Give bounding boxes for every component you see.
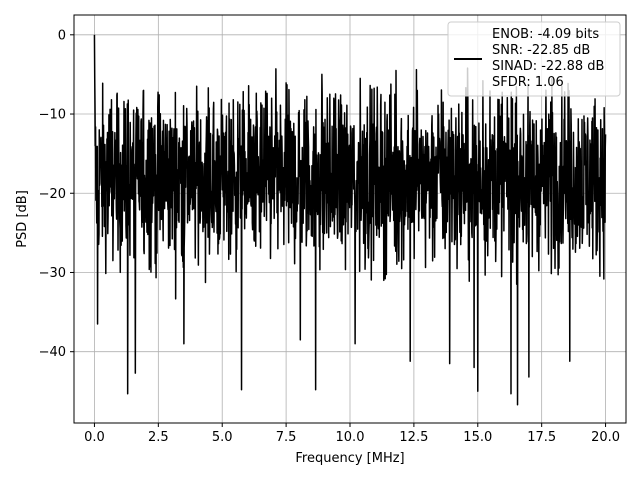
legend-entry-sfdr: SFDR: 1.06	[492, 75, 564, 90]
x-tick-label: 17.5	[527, 430, 556, 445]
y-tick-label: −40	[39, 345, 66, 360]
y-tick-label: −20	[39, 187, 66, 202]
x-tick-label: 10.0	[336, 430, 365, 445]
x-tick-label: 2.5	[148, 430, 169, 445]
y-tick-label: 0	[58, 28, 66, 43]
x-tick-label: 7.5	[276, 430, 297, 445]
legend-entry-sinad: SINAD: -22.88 dB	[492, 59, 604, 74]
y-tick-label: −10	[39, 108, 66, 123]
psd-series-line	[93, 34, 607, 406]
x-tick-label: 5.0	[212, 430, 233, 445]
legend-entry-snr: SNR: -22.85 dB	[492, 43, 590, 58]
y-axis-label: PSD [dB]	[15, 190, 30, 248]
ticks: 0.0 2.5 5.0 7.5 10.0 12.5 15.0 17.5 20.0 0 −10 −20 −…	[39, 28, 620, 445]
y-tick-label: −30	[39, 266, 66, 281]
x-axis-label: Frequency [MHz]	[295, 451, 404, 466]
x-tick-label: 15.0	[463, 430, 492, 445]
series-layer	[93, 34, 607, 406]
legend: ENOB: -4.09 bits SNR: -22.85 dB SINAD: -…	[447, 21, 621, 97]
legend-box	[447, 21, 621, 97]
legend-entry-enob: ENOB: -4.09 bits	[492, 27, 599, 42]
x-tick-label: 20.0	[591, 430, 620, 445]
x-tick-label: 12.5	[399, 430, 428, 445]
x-tick-label: 0.0	[84, 430, 105, 445]
